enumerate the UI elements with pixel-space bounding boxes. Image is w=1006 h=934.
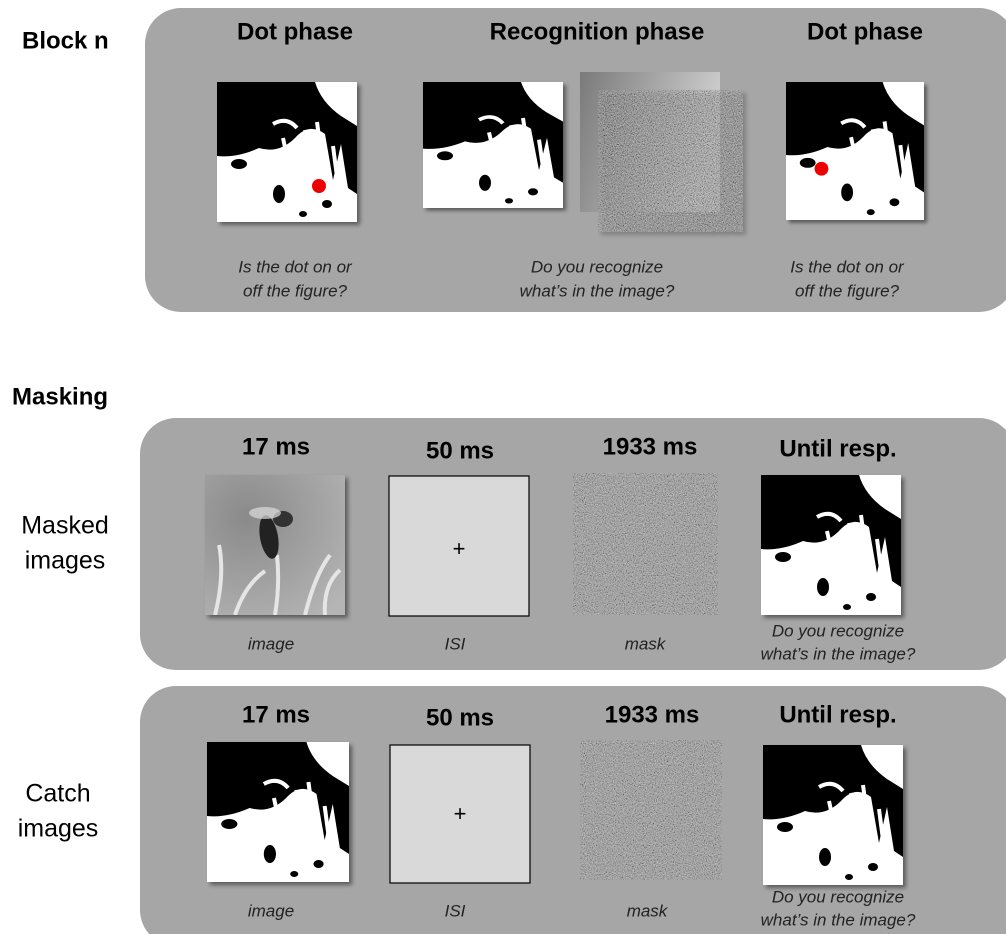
phase-title: Dot phase xyxy=(237,18,353,45)
figure-shape xyxy=(207,742,349,854)
caption: Is the dot on or xyxy=(790,257,905,276)
figure-shape xyxy=(217,82,357,194)
blob xyxy=(777,822,793,832)
blob xyxy=(221,819,238,829)
figure-image xyxy=(763,745,903,885)
figure-highlight xyxy=(818,781,887,856)
bee-body xyxy=(259,515,279,559)
caption: what’s in the image? xyxy=(761,910,916,929)
blob xyxy=(528,188,538,196)
duration: 50 ms xyxy=(426,437,494,464)
phase-title: Recognition phase xyxy=(490,18,705,45)
figure-shape xyxy=(423,82,563,183)
mask-image xyxy=(573,473,718,615)
blob xyxy=(322,200,332,208)
figure-image xyxy=(761,475,901,615)
blob xyxy=(841,183,854,202)
figure-image xyxy=(217,82,357,222)
blob xyxy=(868,863,878,871)
figure-highlight xyxy=(272,118,341,193)
blob xyxy=(273,185,285,203)
isi-screen xyxy=(388,475,530,617)
figure-image xyxy=(786,82,924,220)
blob xyxy=(290,871,299,877)
caption: off the figure? xyxy=(243,281,348,300)
bee-wing xyxy=(249,507,281,519)
caption: ISI xyxy=(445,634,466,653)
row-label: Masked xyxy=(21,512,109,540)
fixation: + xyxy=(454,801,467,826)
caption: Do you recognize xyxy=(772,887,904,906)
blob xyxy=(313,860,324,868)
dot xyxy=(312,179,326,193)
duration: Until resp. xyxy=(779,701,896,728)
blob xyxy=(889,198,900,207)
caption: what’s in the image? xyxy=(761,644,916,663)
blob xyxy=(263,845,276,863)
mask-image xyxy=(598,90,743,232)
photo-image xyxy=(205,475,345,615)
isi-screen xyxy=(389,744,531,884)
duration: 17 ms xyxy=(242,433,310,460)
caption: image xyxy=(248,901,294,920)
caption: Do you recognize xyxy=(531,257,663,276)
blob xyxy=(775,552,791,562)
duration: 1933 ms xyxy=(603,433,698,460)
blob xyxy=(866,209,875,216)
caption: what’s in the image? xyxy=(520,281,675,300)
caption: Is the dot on or xyxy=(238,257,353,276)
figure-shape xyxy=(761,475,901,587)
blob xyxy=(231,159,247,169)
figure-highlight xyxy=(840,118,909,191)
blob xyxy=(299,211,307,217)
blob xyxy=(866,593,876,601)
caption: off the figure? xyxy=(795,281,900,300)
figure-highlight xyxy=(262,778,333,853)
row-label: images xyxy=(25,547,106,575)
blob xyxy=(817,578,829,596)
blob xyxy=(799,157,816,168)
mask-image xyxy=(580,740,722,880)
caption: mask xyxy=(627,901,669,920)
block-label: Block n xyxy=(22,27,109,54)
blob xyxy=(437,151,453,161)
caption: ISI xyxy=(445,901,466,920)
row-label: Catch xyxy=(25,780,90,808)
figure-image xyxy=(423,82,563,208)
phase-title: Dot phase xyxy=(807,18,923,45)
caption: Do you recognize xyxy=(772,621,904,640)
dot xyxy=(814,161,829,176)
blob xyxy=(843,604,851,610)
mask-wrap xyxy=(598,90,743,232)
figure-shape xyxy=(763,745,903,857)
row-label: images xyxy=(18,815,99,843)
duration: Until resp. xyxy=(779,435,896,462)
photo-wrap xyxy=(205,475,345,615)
blob xyxy=(845,874,853,880)
blob xyxy=(819,848,831,866)
duration: 50 ms xyxy=(426,704,494,731)
fixation: + xyxy=(453,536,466,561)
figure-image xyxy=(207,742,349,882)
caption: mask xyxy=(625,634,667,653)
masking-label: Masking xyxy=(12,383,108,410)
figure-shape xyxy=(786,82,924,193)
figure-highlight xyxy=(478,115,547,182)
stems xyxy=(213,544,342,615)
blob xyxy=(505,198,513,204)
figure-highlight xyxy=(816,511,885,586)
caption: image xyxy=(248,634,294,653)
duration: 17 ms xyxy=(242,701,310,728)
duration: 1933 ms xyxy=(605,701,700,728)
blob xyxy=(479,174,491,191)
